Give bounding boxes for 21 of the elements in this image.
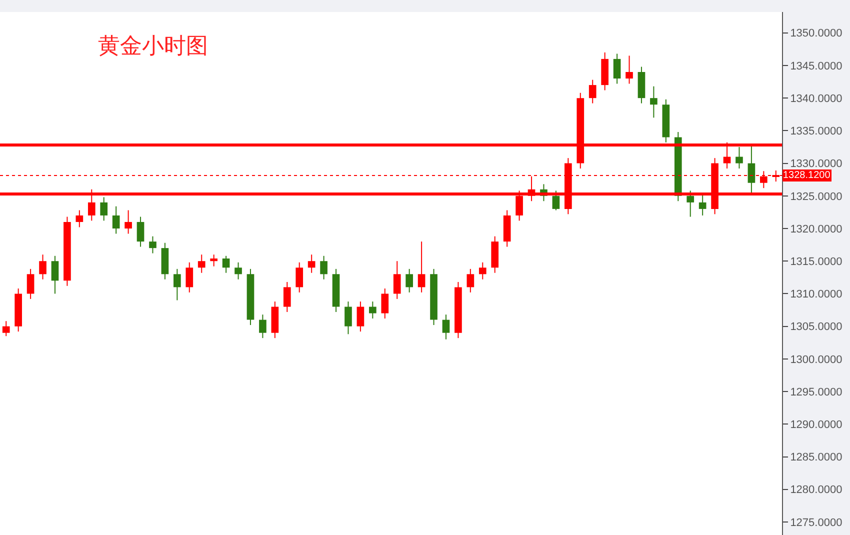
y-tick-label: 1335.0000 [790,126,842,138]
text: 黄金小时图 [98,34,208,60]
candlestick [14,288,22,332]
y-tick-label: 1285.0000 [790,452,842,464]
y-tick-label: 1275.0000 [790,516,842,529]
y-tick-label: 1350.0000 [790,28,842,40]
y-tick-label: 1320.0000 [790,223,842,236]
y-tick-label: 1305.0000 [790,321,842,334]
y-tick-label: 1325.0000 [790,190,842,203]
y-tick-label: 1330.0000 [790,158,842,170]
candlestick [381,288,389,319]
y-tick-label: 1280.0000 [790,484,842,496]
y-tick-label: 1290.0000 [790,418,842,431]
y-tick-label: 1315.0000 [790,256,842,268]
y-tick-label: 1340.0000 [790,92,842,105]
y-tick-label: 1295.0000 [790,386,842,398]
ref-line-label: 1328.1200 [783,170,831,181]
candlestick [283,281,291,312]
y-tick-label: 1345.0000 [790,60,842,72]
y-tick-label: 1300.0000 [790,354,842,366]
y-tick-label: 1310.0000 [790,288,842,301]
